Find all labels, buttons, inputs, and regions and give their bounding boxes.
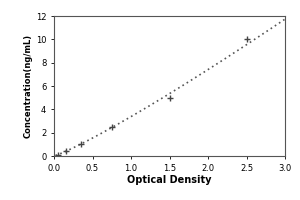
Y-axis label: Concentration(ng/mL): Concentration(ng/mL) — [24, 34, 33, 138]
X-axis label: Optical Density: Optical Density — [127, 175, 212, 185]
